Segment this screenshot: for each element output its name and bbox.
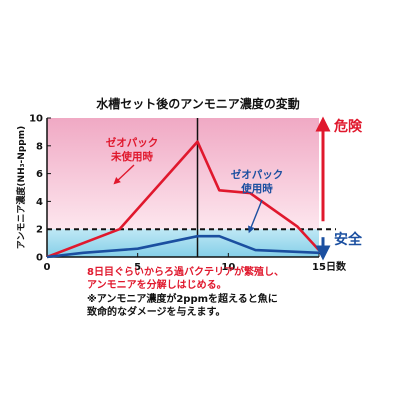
series-label-line: ゼオパック bbox=[106, 136, 159, 149]
series-label-arrow bbox=[248, 199, 263, 234]
note-black-line: 致命的なダメージを与えます。 bbox=[87, 305, 226, 318]
y-tick-label: 6 bbox=[36, 169, 43, 180]
series-line-used bbox=[46, 234, 320, 259]
note-red-line: 8日目ぐらいからろ過バクテリアが繁殖し、 bbox=[87, 265, 284, 278]
notes: 8日目ぐらいからろ過バクテリアが繁殖し、アンモニアを分解しはじめる。※アンモニア… bbox=[87, 265, 284, 318]
series-lines bbox=[46, 140, 320, 259]
x-tick-label: 10 bbox=[221, 262, 235, 273]
x-axis-label: 日数 bbox=[326, 260, 347, 273]
series-label-line: 未使用時 bbox=[110, 150, 153, 163]
plot-background bbox=[47, 118, 319, 257]
y-tick-label: 0 bbox=[36, 253, 43, 264]
y-tick-label: 10 bbox=[29, 114, 43, 125]
series-label-arrow bbox=[113, 164, 135, 185]
y-tick-label: 8 bbox=[36, 141, 43, 152]
x-tick-label: 0 bbox=[44, 262, 51, 273]
note-black-line: ※アンモニア濃度が2ppmを超えると魚に bbox=[87, 292, 278, 305]
danger-label: 危険 bbox=[333, 118, 363, 135]
series-label-line: 使用時 bbox=[240, 182, 273, 195]
note-red-line: アンモニアを分解しはじめる。 bbox=[87, 278, 227, 291]
series-label-line: ゼオパック bbox=[231, 168, 284, 181]
series-line-unused bbox=[46, 140, 320, 259]
axes: 0 2 4 6 8 10 0 5 10 15 日数 アンモニア濃度(NH₃-Nppm) bbox=[15, 114, 347, 274]
x-tick-label: 15 bbox=[312, 262, 326, 273]
y-axis-label: アンモニア濃度(NH₃-Nppm) bbox=[15, 126, 27, 249]
y-tick-label: 4 bbox=[36, 197, 43, 208]
chart-title: 水槽セット後のアンモニア濃度の変動 bbox=[96, 96, 300, 111]
y-tick-label: 2 bbox=[36, 225, 43, 236]
safe-label: 安全 bbox=[334, 231, 363, 248]
x-tick-label: 5 bbox=[134, 262, 141, 273]
